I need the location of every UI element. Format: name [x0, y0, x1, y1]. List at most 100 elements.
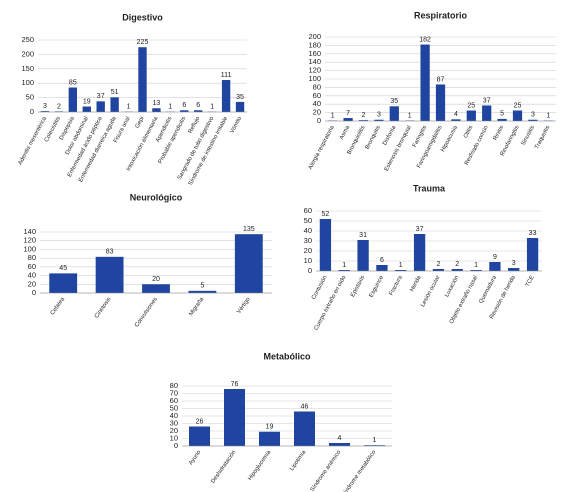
x-tick-label: Otitis	[463, 125, 475, 140]
x-tick-label: Deshidratación	[210, 450, 237, 485]
value-label: 37	[483, 97, 491, 104]
bar	[357, 240, 369, 271]
value-label: 135	[243, 226, 255, 233]
x-tick-label: Contusión	[311, 275, 329, 301]
value-label: 3	[512, 260, 516, 267]
x-tick-label: Convulsiones	[134, 297, 159, 329]
bar	[49, 273, 78, 293]
y-tick-label: 60	[304, 206, 312, 215]
x-tick-label: Rinitis	[493, 125, 506, 142]
y-tick-label: 40	[170, 411, 178, 420]
chart-title: Metabólico	[263, 351, 311, 361]
y-tick-label: 20	[170, 426, 178, 435]
value-label: 1	[342, 262, 346, 269]
bar	[110, 97, 119, 112]
value-label: 6	[380, 257, 384, 264]
value-label: 4	[338, 435, 342, 442]
y-tick-label: 180	[308, 40, 321, 49]
x-tick-label: Gepi	[135, 116, 146, 130]
bar	[142, 284, 170, 293]
value-label: 83	[106, 249, 114, 256]
y-tick-label: 200	[308, 32, 321, 41]
y-tick-label: 150	[21, 64, 34, 73]
chart-title: Respiratorio	[414, 10, 468, 20]
bar	[451, 119, 461, 121]
x-tick-label: Hipoglucemia	[247, 449, 273, 482]
bar	[343, 118, 353, 121]
bar	[497, 118, 507, 121]
x-tick-label: Esguince	[369, 275, 385, 299]
value-label: 31	[359, 232, 367, 239]
bar	[180, 110, 189, 112]
bar	[224, 389, 245, 446]
value-label: 13	[153, 100, 161, 107]
bar	[389, 106, 399, 121]
value-label: 111	[221, 72, 232, 79]
x-tick-label: Sinusitis	[521, 125, 536, 147]
bar	[68, 87, 78, 112]
value-label: 6	[182, 102, 186, 109]
value-label: 1	[546, 112, 550, 119]
bar	[152, 108, 161, 112]
y-tick-label: 0	[308, 266, 312, 275]
bar	[338, 270, 350, 271]
x-tick-label: Migraña	[188, 296, 205, 317]
y-tick-label: 30	[170, 418, 178, 427]
bar	[451, 269, 463, 271]
bar	[413, 234, 426, 271]
value-label: 2	[436, 261, 440, 268]
value-label: 19	[266, 424, 274, 431]
bar	[489, 262, 501, 271]
y-tick-label: 60	[28, 262, 36, 271]
value-label: 3	[531, 112, 535, 119]
bar	[512, 110, 523, 121]
bar	[188, 290, 217, 293]
x-tick-label: TCE	[525, 275, 536, 288]
y-tick-label: 50	[304, 216, 312, 225]
bar	[294, 411, 315, 446]
x-tick-label: Epistaxis	[350, 275, 366, 298]
value-label: 20	[152, 276, 160, 283]
bar	[395, 270, 407, 271]
y-tick-label: 0	[317, 116, 321, 125]
chart-title: Neurológico	[130, 192, 183, 202]
x-tick-label: Bronquitis	[365, 125, 382, 151]
bar	[234, 234, 263, 293]
x-tick-label: Síndrome anémico	[310, 450, 343, 492]
y-tick-label: 80	[28, 253, 36, 262]
bar	[95, 256, 124, 293]
bar	[189, 426, 210, 446]
value-label: 33	[529, 230, 537, 237]
value-label: 6	[196, 102, 200, 109]
value-label: 76	[231, 381, 239, 388]
y-tick-label: 160	[308, 49, 321, 58]
y-tick-label: 60	[170, 396, 178, 405]
value-label: 19	[83, 98, 91, 105]
bar	[259, 431, 280, 446]
value-label: 46	[301, 403, 309, 410]
y-tick-label: 20	[304, 246, 312, 255]
y-tick-label: 120	[23, 236, 36, 245]
y-tick-label: 140	[23, 227, 36, 236]
bar	[40, 111, 50, 112]
value-label: 35	[236, 94, 244, 101]
value-label: 85	[69, 79, 77, 86]
value-label: 225	[137, 39, 149, 46]
y-tick-label: 140	[308, 57, 321, 66]
value-label: 52	[322, 211, 330, 218]
x-tick-label: Quemadura	[478, 274, 498, 305]
bar	[508, 268, 520, 271]
y-tick-label: 60	[313, 91, 321, 100]
y-tick-label: 100	[21, 78, 34, 87]
x-tick-label: Vómito	[229, 116, 243, 135]
y-tick-label: 20	[28, 279, 36, 288]
bar	[329, 443, 350, 446]
value-label: 1	[210, 104, 214, 111]
x-tick-label: Probable apendicitis	[158, 116, 188, 165]
value-label: 3	[377, 112, 381, 119]
value-label: 45	[59, 265, 67, 272]
value-label: 1	[408, 112, 412, 119]
value-label: 7	[346, 110, 350, 117]
value-label: 1	[168, 104, 172, 111]
x-tick-label: Cefalea	[50, 296, 67, 316]
